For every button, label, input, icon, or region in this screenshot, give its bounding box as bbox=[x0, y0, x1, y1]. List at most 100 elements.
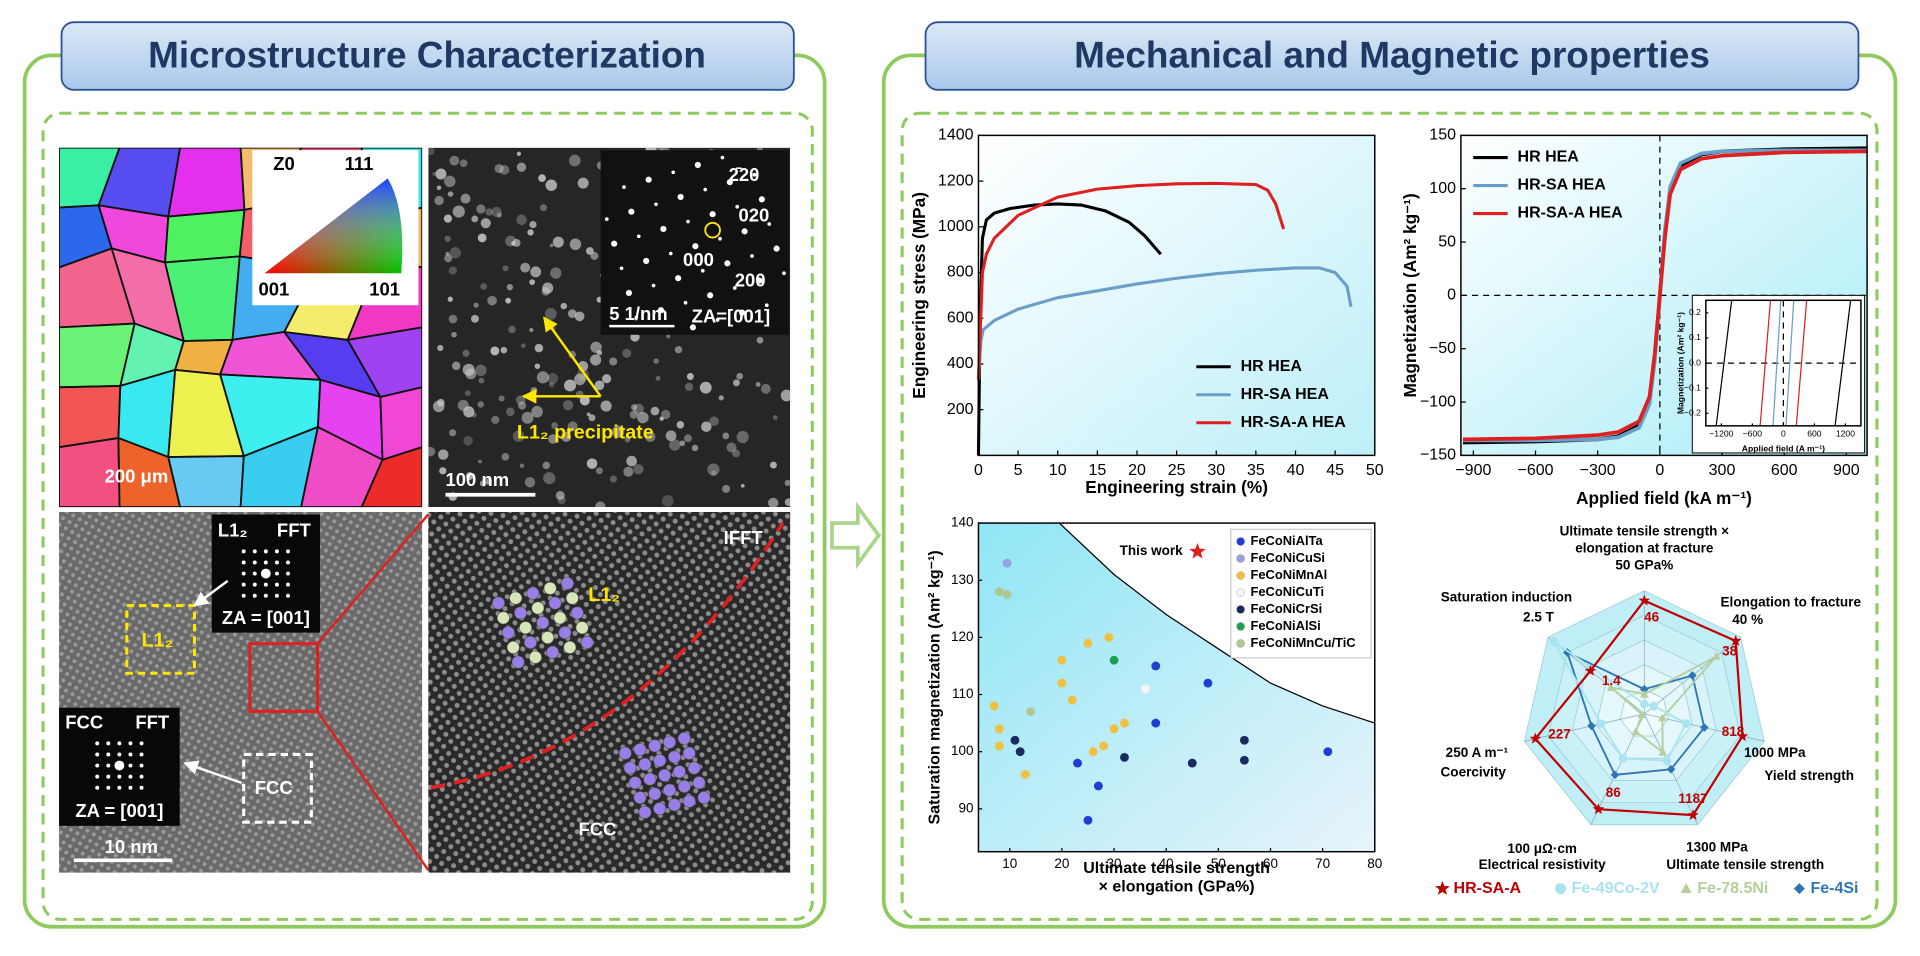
scatter-point bbox=[989, 701, 999, 711]
spot bbox=[128, 785, 133, 790]
line-series bbox=[1772, 300, 1795, 426]
precipitate bbox=[449, 429, 457, 437]
precipitate bbox=[545, 179, 558, 191]
spot bbox=[106, 774, 111, 779]
radar-marker bbox=[1549, 637, 1559, 647]
grain bbox=[59, 384, 122, 449]
arrow bbox=[183, 760, 242, 784]
precipitate bbox=[770, 461, 777, 469]
spot bbox=[732, 286, 737, 290]
spot bbox=[660, 225, 667, 232]
plot-frame bbox=[1460, 134, 1868, 457]
precipitate bbox=[756, 336, 764, 344]
precipitate bbox=[530, 266, 542, 278]
radar-marker bbox=[1688, 671, 1697, 680]
atom bbox=[528, 650, 542, 664]
x-tick-label: −600 bbox=[1743, 428, 1763, 438]
atom bbox=[623, 761, 637, 775]
atom bbox=[653, 802, 667, 816]
precipitate bbox=[566, 428, 572, 433]
radar-max-label: 100 μΩ·cm bbox=[1507, 841, 1576, 856]
spot bbox=[741, 228, 748, 235]
precipitate bbox=[551, 422, 559, 429]
spot bbox=[634, 315, 639, 320]
radar-max-label: 40 % bbox=[1732, 612, 1763, 627]
spot bbox=[643, 257, 650, 264]
data-label: 86 bbox=[1606, 785, 1622, 800]
scatter-point bbox=[1104, 632, 1114, 642]
precipitate bbox=[590, 252, 599, 260]
spot bbox=[263, 582, 268, 587]
precipitate bbox=[491, 415, 500, 424]
plot-frame bbox=[1705, 299, 1862, 427]
x-tick-label: 1200 bbox=[1836, 428, 1855, 438]
spot bbox=[139, 741, 144, 746]
precipitate bbox=[549, 243, 554, 248]
legend-marker bbox=[1236, 571, 1245, 580]
scatter-point bbox=[1120, 752, 1129, 762]
radar-series bbox=[1565, 650, 1706, 776]
precipitate bbox=[661, 409, 671, 420]
legend-label: HR HEA bbox=[1241, 358, 1303, 375]
precipitate bbox=[548, 434, 558, 444]
spot bbox=[756, 277, 763, 284]
spot bbox=[263, 593, 268, 598]
precipitate bbox=[471, 314, 479, 323]
precipitate bbox=[462, 349, 470, 357]
spot bbox=[117, 752, 122, 757]
spot bbox=[128, 741, 133, 746]
zone-axis: ZA = [001] bbox=[75, 800, 163, 821]
y-tick-label: −150 bbox=[1420, 447, 1456, 464]
precipitate bbox=[494, 163, 504, 174]
y-tick-label: 400 bbox=[947, 355, 974, 372]
radar-axis-label: Saturation induction bbox=[1441, 590, 1572, 605]
spot bbox=[726, 179, 733, 186]
legend-marker bbox=[1236, 622, 1245, 631]
spot bbox=[739, 309, 746, 316]
atom bbox=[643, 772, 657, 786]
spot bbox=[128, 774, 133, 779]
data-label: 1187 bbox=[1678, 791, 1707, 806]
spot bbox=[114, 760, 125, 771]
precipitate bbox=[462, 363, 475, 376]
radar-marker bbox=[1712, 651, 1721, 660]
precipitate bbox=[595, 501, 606, 508]
precipitate bbox=[665, 430, 677, 442]
precipitate bbox=[463, 436, 473, 446]
spot bbox=[692, 243, 699, 250]
spot bbox=[651, 283, 656, 288]
precipitate bbox=[487, 295, 497, 306]
precipitate bbox=[579, 395, 590, 406]
precipitate bbox=[543, 472, 556, 485]
precipitate bbox=[684, 434, 692, 443]
atom bbox=[509, 591, 523, 605]
precipitate bbox=[633, 464, 644, 475]
precipitate bbox=[428, 446, 436, 457]
precipitate bbox=[496, 212, 502, 218]
precipitate bbox=[666, 334, 671, 339]
x-axis-label: Engineering strain (%) bbox=[1085, 477, 1268, 497]
precipitate bbox=[471, 215, 479, 223]
scatter-point bbox=[1026, 707, 1036, 717]
radar-series bbox=[1533, 599, 1744, 817]
precipitate bbox=[631, 404, 638, 411]
data-label: 46 bbox=[1644, 609, 1660, 624]
precipitate bbox=[600, 400, 612, 412]
precipitate bbox=[574, 311, 585, 322]
precipitate bbox=[498, 395, 505, 402]
grain bbox=[239, 425, 320, 508]
precipitate bbox=[529, 220, 537, 229]
precipitate bbox=[491, 206, 502, 218]
precipitate bbox=[686, 373, 694, 380]
precipitate bbox=[602, 374, 612, 384]
spot bbox=[263, 549, 268, 554]
x-tick-label: 20 bbox=[1128, 462, 1146, 479]
y-tick-label: −50 bbox=[1429, 340, 1456, 357]
atom bbox=[668, 750, 681, 764]
x-tick-label: 70 bbox=[1315, 856, 1330, 871]
y-tick-label: 1400 bbox=[938, 127, 974, 144]
spot bbox=[128, 752, 133, 757]
precipitate bbox=[709, 416, 719, 426]
precipitate bbox=[531, 405, 543, 418]
spot bbox=[274, 582, 279, 587]
